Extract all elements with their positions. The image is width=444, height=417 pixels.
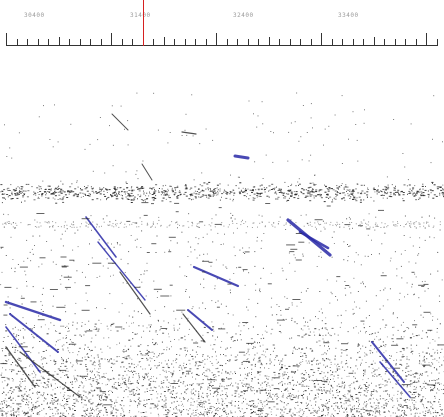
ruler-minor-tick (185, 39, 186, 45)
ruler-major-tick (426, 33, 427, 45)
ruler-minor-tick (332, 39, 333, 45)
timeline-ruler[interactable]: 30400 31400 32400 33400 (0, 0, 444, 52)
ruler-minor-tick (38, 39, 39, 45)
ruler-minor-tick (384, 39, 385, 45)
ruler-major-tick (321, 33, 322, 45)
ruler-minor-tick (174, 39, 175, 45)
ruler-minor-tick (90, 39, 91, 45)
ruler-minor-tick (395, 39, 396, 45)
ruler-minor-tick (227, 39, 228, 45)
ruler-minor-tick (437, 39, 438, 45)
ruler-minor-tick (195, 39, 196, 45)
ruler-minor-tick (258, 39, 259, 45)
ruler-minor-tick (237, 39, 238, 45)
ruler-minor-tick (80, 39, 81, 45)
ruler-minor-tick (248, 39, 249, 45)
ruler-minor-tick (27, 39, 28, 45)
ruler-minor-tick (300, 39, 301, 45)
ruler-minor-tick (122, 39, 123, 45)
ruler-minor-tick (290, 39, 291, 45)
ruler-minor-tick (48, 39, 49, 45)
ruler-minor-tick (17, 39, 18, 45)
ruler-minor-tick (311, 39, 312, 45)
playhead-cursor[interactable] (143, 0, 144, 46)
ruler-minor-tick (342, 39, 343, 45)
spectrogram-canvas (0, 92, 444, 417)
ruler-tick-label: 30400 (24, 12, 45, 19)
ruler-tick-label: 32400 (233, 12, 254, 19)
ruler-major-tick (6, 33, 7, 45)
ruler-minor-tick (164, 37, 165, 45)
ruler-minor-tick (269, 37, 270, 45)
ruler-major-tick (111, 33, 112, 45)
ruler-minor-tick (132, 39, 133, 45)
ruler-minor-tick (353, 39, 354, 45)
ruler-minor-tick (59, 37, 60, 45)
ruler-minor-tick (363, 39, 364, 45)
ruler-minor-tick (69, 39, 70, 45)
ruler-minor-tick (416, 39, 417, 45)
ruler-minor-tick (101, 39, 102, 45)
ruler-minor-tick (206, 39, 207, 45)
ruler-minor-tick (153, 39, 154, 45)
ruler-minor-tick (405, 39, 406, 45)
ruler-baseline (6, 45, 438, 46)
ruler-tick-label: 33400 (338, 12, 359, 19)
spectrogram-view[interactable] (0, 52, 444, 417)
ruler-minor-tick (374, 37, 375, 45)
ruler-tick-label: 31400 (130, 12, 151, 19)
ruler-major-tick (216, 33, 217, 45)
ruler-minor-tick (279, 39, 280, 45)
